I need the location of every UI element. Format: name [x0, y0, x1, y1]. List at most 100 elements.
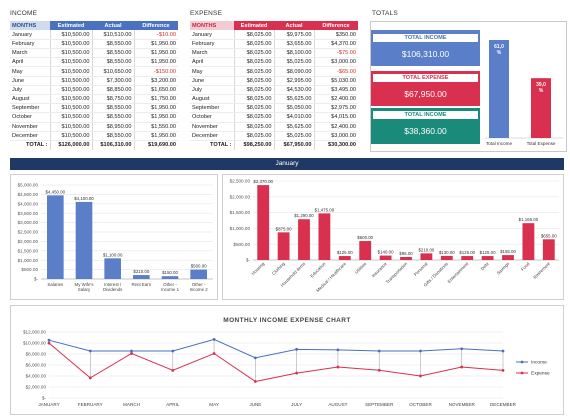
bar [161, 276, 179, 279]
bar [338, 256, 351, 260]
bar [359, 241, 372, 260]
actual-cell: $5,050.00 [273, 103, 314, 114]
x-tick-label: MAY [209, 402, 219, 407]
x-tick-label: Salaries [47, 282, 64, 287]
actual-cell: $5,625.00 [273, 122, 314, 132]
bar [400, 256, 412, 260]
month-selector-band: January [10, 158, 564, 170]
month-cell: June [190, 76, 234, 86]
income-title: INCOME [10, 10, 38, 17]
total-row: TOTAL : $98,250.00 $67,950.00 $30,300.00 [190, 139, 358, 150]
legend-marker [520, 360, 524, 364]
total-income-label: TOTAL INCOME [373, 34, 478, 42]
x-tick-label: NOVEMBER [449, 402, 476, 407]
difference-cell: -$150.00 [133, 66, 178, 77]
data-point [47, 341, 51, 345]
data-point [47, 338, 51, 342]
month-cell: February [10, 39, 50, 50]
month-cell: December [10, 131, 50, 141]
month-cell: January [10, 30, 50, 40]
income-expense-ratio-chart: 61,0 % Total Income 39,0 % Total Expense [485, 40, 563, 146]
month-cell: July [10, 85, 50, 96]
data-label: $4,100.00 [74, 196, 94, 201]
table-row: September $8,025.00 $5,050.00 $2,975.00 [190, 103, 358, 114]
x-tick-label: Debt [480, 261, 491, 272]
month-cell: March [10, 48, 50, 59]
data-label: $150.00 [162, 270, 178, 275]
series-line-expense [48, 342, 504, 383]
data-label: $1,475.00 [315, 207, 335, 212]
data-point [460, 365, 464, 369]
bar [257, 185, 270, 260]
data-label: $655.00 [541, 233, 557, 238]
estimated-cell: $8,025.00 [233, 66, 274, 77]
table-row: July $8,025.00 $4,530.00 $3,495.00 [190, 85, 358, 96]
y-tick-label: $4,000.00 [18, 201, 39, 206]
table-row: March $8,025.00 $8,100.00 -$75.00 [190, 48, 358, 59]
difference-cell: $1,950.00 [133, 39, 178, 50]
bar [502, 255, 514, 260]
month-cell: December [190, 131, 234, 141]
estimated-cell: $10,500.00 [49, 57, 92, 68]
data-point [419, 374, 422, 378]
bar [481, 256, 494, 260]
difference-cell: -$75.00 [313, 48, 358, 59]
data-label: $1,100.00 [103, 252, 123, 257]
difference-cell: $1,950.00 [133, 131, 178, 141]
difference-cell: $3,000.00 [313, 57, 358, 68]
estimated-cell: $10,500.00 [49, 131, 92, 141]
actual-cell: $8,550.00 [91, 112, 134, 123]
y-tick-label: $2,000.00 [230, 194, 251, 199]
estimated-cell: $8,025.00 [233, 85, 274, 96]
actual-cell: $8,750.00 [91, 94, 134, 105]
difference-cell: $1,950.00 [133, 103, 178, 114]
data-point [460, 347, 464, 351]
difference-cell: $1,750.00 [133, 94, 178, 105]
y-tick-label: $1,000.00 [230, 226, 251, 231]
estimated-cell: $8,025.00 [233, 112, 274, 123]
total-difference: $19,690.00 [133, 139, 178, 150]
bar [104, 258, 121, 279]
table-row: November $10,500.00 $8,950.00 $1,550.00 [10, 122, 178, 132]
header-difference: Difference [314, 21, 358, 31]
bar [531, 78, 551, 138]
difference-cell: -$65.00 [313, 66, 358, 77]
y-tick-label: $500.00 [233, 242, 250, 247]
total-income-value: $106,310.00 [373, 43, 478, 65]
estimated-cell: $10,500.00 [49, 94, 92, 105]
difference-cell: $350.00 [313, 30, 358, 40]
data-point [336, 348, 340, 352]
data-point [253, 380, 257, 383]
bar [190, 269, 207, 279]
month-cell: June [10, 76, 50, 86]
x-tick-label: My Wife's Salary [75, 282, 95, 292]
estimated-cell: $8,025.00 [233, 76, 274, 86]
data-label: $210.00 [133, 269, 149, 274]
bar [461, 256, 474, 260]
month-cell: September [190, 103, 234, 114]
x-tick-label: SEPTEMBER [365, 402, 394, 407]
income-table: MONTHS Estimated Actual Difference Janua… [10, 21, 178, 150]
data-label: $1,290.00 [294, 213, 314, 218]
difference-cell: $2,400.00 [313, 94, 358, 105]
total-estimated: $98,250.00 [233, 139, 274, 150]
month-cell: May [190, 66, 234, 77]
totals-panel: TOTAL INCOME $106,310.00 TOTAL EXPENSE $… [370, 21, 567, 152]
x-tick-label: AUGUST [328, 402, 347, 407]
bar [542, 239, 555, 260]
actual-cell: $5,025.00 [273, 131, 314, 141]
month-cell: August [10, 94, 50, 105]
table-row: May $10,500.00 $10,650.00 -$150.00 [10, 66, 178, 77]
x-tick-label: Insurance [371, 261, 389, 279]
data-point [419, 349, 422, 353]
y-tick-label: $1,000.00 [18, 258, 39, 263]
data-point [295, 371, 299, 375]
legend-marker [520, 371, 524, 375]
legend-label: Income [531, 360, 547, 366]
data-label: $2,370.00 [253, 179, 273, 184]
estimated-cell: $10,500.00 [49, 85, 92, 96]
actual-cell: $8,100.00 [273, 48, 314, 59]
month-cell: February [190, 39, 234, 50]
month-cell: October [10, 112, 50, 123]
total-difference: $30,300.00 [313, 139, 358, 150]
